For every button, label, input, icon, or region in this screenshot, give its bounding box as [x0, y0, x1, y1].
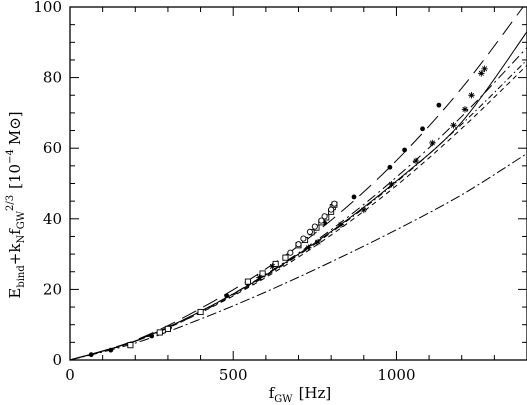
- data-point-star: [450, 122, 457, 129]
- x-tick-label: 0: [65, 366, 75, 384]
- data-point-circle: [300, 235, 307, 242]
- y-tick-label: 20: [43, 280, 62, 298]
- data-point-square: [164, 325, 171, 332]
- data-point-square: [127, 342, 134, 349]
- x-tick-label: 500: [219, 366, 248, 384]
- data-point-star: [478, 70, 485, 77]
- data-point-circle: [318, 217, 325, 224]
- data-point-star: [337, 221, 345, 229]
- data-point-dot: [402, 147, 407, 153]
- data-point-star: [412, 157, 420, 165]
- data-point-dot: [108, 347, 114, 353]
- data-point-square: [259, 270, 266, 277]
- series-line-dash-dot-lower: [70, 153, 527, 360]
- data-point-star: [481, 65, 488, 72]
- data-point-dot: [88, 352, 94, 358]
- plot-border: [69, 6, 527, 361]
- data-point-star: [429, 139, 436, 147]
- data-point-star: [468, 92, 475, 99]
- data-point-dot: [436, 102, 442, 108]
- data-point-square: [244, 278, 251, 285]
- y-axis-label: Ebind+kNfGW2/3[10−4M⊙]: [5, 111, 27, 298]
- data-point-dot: [149, 333, 155, 339]
- data-point-star: [256, 274, 263, 281]
- data-point-dot: [420, 126, 425, 132]
- data-point-star: [461, 106, 469, 113]
- data-point-star: [360, 206, 367, 214]
- plot-frame: [69, 6, 527, 361]
- data-point-circle: [311, 223, 318, 230]
- series-line-long-dash: [70, 7, 524, 360]
- data-point-square: [197, 308, 204, 316]
- axis-ticks: [69, 6, 527, 361]
- tick-labels: 0 500 1000 0 20 40 60 80 100: [33, 0, 415, 384]
- curves: [70, 7, 527, 360]
- series-line-solid: [70, 31, 527, 360]
- data-point-square: [156, 329, 163, 336]
- data-point-star: [305, 244, 312, 251]
- markers: [88, 65, 488, 358]
- y-tick-label: 80: [43, 69, 62, 87]
- x-axis-label: fGW [Hz]: [269, 384, 332, 405]
- data-point-circle: [287, 249, 294, 256]
- data-point-circle: [331, 200, 338, 207]
- data-point-circle: [306, 228, 313, 235]
- series-line-dash-dot: [70, 47, 527, 360]
- y-tick-label: 0: [52, 351, 62, 369]
- data-point-star: [314, 238, 322, 246]
- data-point-circle: [328, 206, 335, 213]
- data-point-dot: [351, 194, 357, 200]
- data-point-dot: [224, 293, 230, 299]
- series-line-dash-dot-fine: [70, 59, 527, 360]
- series-line-short-dash: [70, 64, 527, 360]
- x-tick-label: 1000: [377, 366, 415, 384]
- data-point-square: [282, 254, 289, 261]
- y-tick-label: 40: [43, 210, 62, 228]
- data-point-dot: [387, 164, 393, 170]
- data-point-star: [388, 181, 395, 188]
- data-point-circle: [295, 241, 302, 248]
- data-point-square: [272, 260, 279, 268]
- data-point-star: [269, 263, 276, 270]
- y-tick-label: 100: [33, 0, 62, 16]
- data-point-circle: [321, 213, 328, 220]
- y-tick-label: 60: [43, 139, 62, 157]
